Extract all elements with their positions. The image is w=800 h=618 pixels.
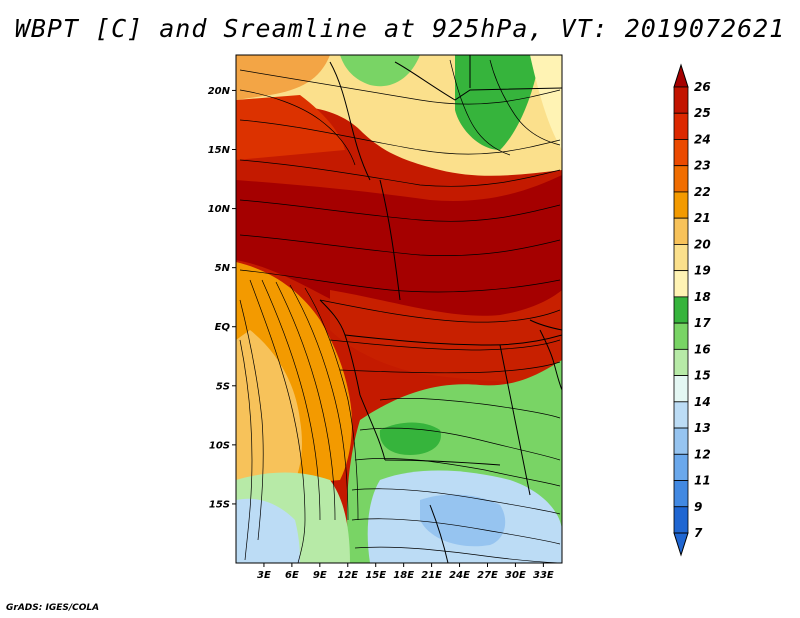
wbpt-region-16-north [340, 55, 420, 87]
colorbar-segment [673, 270, 689, 298]
colorbar-segment [673, 401, 689, 429]
colorbar: 26 25 24 23 22 21 20 19 18 17 16 15 14 13 12 11 9 7 [673, 63, 711, 557]
wbpt-region-20-west [236, 330, 302, 495]
latitude-axis: 20N 15N 10N 5N EQ 5S 10S 15S [208, 86, 236, 510]
colorbar-label: 14 [694, 395, 711, 409]
colorbar-segment [673, 244, 689, 272]
lon-tick-label: 30E [505, 570, 526, 581]
lat-tick-label: 15S [209, 499, 230, 510]
colorbar-segment [673, 139, 689, 167]
lon-tick-label: 3E [257, 570, 271, 581]
wbpt-region-24-north [236, 95, 345, 160]
colorbar-segment [673, 296, 689, 324]
colorbar-label: 26 [694, 80, 711, 94]
colorbar-label: 17 [694, 316, 711, 330]
lon-tick-label: 6E [285, 570, 299, 581]
colorbar-label: 16 [694, 342, 711, 356]
colorbar-label: 11 [694, 474, 711, 488]
colorbar-segment [673, 322, 689, 350]
lat-tick-label: 5N [215, 263, 231, 274]
colorbar-segment [673, 506, 689, 534]
colorbar-segment [673, 217, 689, 245]
lon-tick-label: 9E [313, 570, 327, 581]
longitude-axis: 3E 6E 9E 12E 15E 18E 21E 24E 27E 30E 33E [257, 563, 554, 581]
lon-tick-label: 21E [421, 570, 442, 581]
lon-tick-label: 12E [337, 570, 358, 581]
colorbar-label: 25 [694, 106, 711, 120]
colorbar-label: 19 [694, 264, 711, 278]
colorbar-top-arrow [673, 63, 689, 88]
colorbar-segment [673, 112, 689, 140]
wbpt-region-13-southwest [236, 498, 300, 563]
colorbar-segment [673, 480, 689, 508]
grads-credit: GrADS: IGES/COLA [6, 603, 100, 613]
colorbar-label: 18 [694, 290, 711, 304]
lat-tick-label: 10N [208, 204, 231, 215]
colorbar-segment [673, 453, 689, 481]
map-frame [235, 54, 563, 564]
lon-tick-label: 33E [533, 570, 554, 581]
wbpt-region-18-north [530, 55, 562, 150]
colorbar-label: 21 [694, 211, 711, 225]
lat-tick-label: 15N [208, 145, 231, 156]
lon-tick-label: 24E [449, 570, 470, 581]
wbpt-region-12-south [420, 494, 506, 547]
colorbar-label: 13 [694, 421, 711, 435]
lon-tick-label: 15E [365, 570, 386, 581]
colorbar-bottom-arrow [673, 532, 689, 557]
map-title: WBPT [C] and Sreamline at 925hPa, VT: 20… [14, 14, 786, 43]
streamlines [239, 59, 561, 563]
colorbar-segment [673, 86, 689, 114]
wbpt-region-17-south [379, 422, 441, 455]
colorbar-label: 15 [694, 369, 711, 383]
colorbar-segment [673, 375, 689, 403]
lat-tick-label: EQ [215, 322, 231, 333]
colorbar-label: 23 [694, 159, 711, 173]
map-panel [236, 55, 562, 563]
lat-tick-label: 20N [208, 86, 231, 97]
country-borders [319, 55, 562, 563]
colorbar-label: 7 [694, 526, 703, 540]
colorbar-label: 22 [694, 185, 711, 199]
wbpt-region-26 [236, 175, 562, 336]
colorbar-segment [673, 191, 689, 219]
lon-tick-label: 18E [393, 570, 414, 581]
colorbar-segment [673, 165, 689, 193]
colorbar-label: 12 [694, 447, 711, 461]
lon-tick-label: 27E [477, 570, 498, 581]
lat-tick-label: 5S [216, 381, 230, 392]
colorbar-segment [673, 348, 689, 376]
lat-tick-label: 10S [209, 440, 230, 451]
colorbar-label: 20 [694, 237, 711, 251]
colorbar-label: 9 [694, 500, 702, 514]
colorbar-segment [673, 427, 689, 455]
colorbar-label: 24 [694, 132, 711, 146]
